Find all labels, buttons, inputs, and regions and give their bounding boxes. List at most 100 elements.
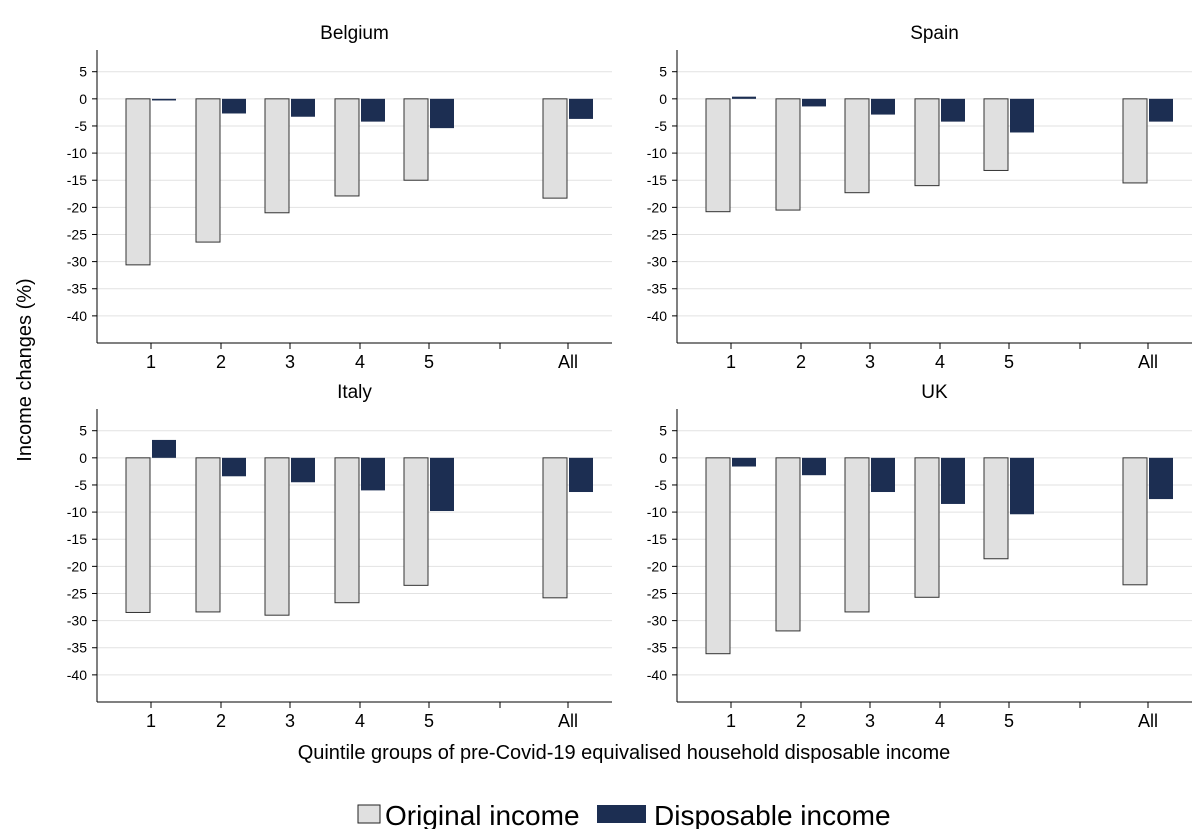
x-tick-label: 2 [216,352,226,372]
panel-belgium: Belgium 5 0 -5 -10 -15 -20 -25 -30 -35 -40 1 2 3 4 5 All [67,23,612,372]
bar-disposable-4 [361,457,385,491]
x-tick-label: 5 [1004,711,1014,731]
x-tick-label: 3 [285,352,295,372]
y-tick-label: -35 [67,640,87,656]
y-tick-label: 0 [79,450,87,466]
legend: Original income Disposable income [357,800,891,829]
x-tick-label: 3 [865,711,875,731]
bar-disposable-All [569,98,593,119]
y-tick-label: 5 [79,64,87,80]
y-tick-label: 0 [659,91,667,107]
y-tick-label: -5 [655,118,668,134]
y-tick-label: -25 [67,585,87,601]
x-tick-label: 5 [424,352,434,372]
bar-disposable-3 [871,98,895,115]
bar-original-3 [264,98,290,214]
panel-spain: Spain 5 0 -5 -10 -15 -20 -25 -30 -35 -40 1 2 3 4 5 All [647,23,1192,372]
bar-disposable-2 [802,98,826,107]
bar-original-All [542,98,568,199]
y-tick-label: -40 [647,308,667,324]
x-tick-label: 2 [796,352,806,372]
y-tick-label: -30 [647,254,667,270]
x-tick-label: 1 [726,352,736,372]
x-tick-label: 3 [865,352,875,372]
bar-disposable-1 [152,439,176,458]
x-tick-label: All [558,711,578,731]
bar-original-1 [125,457,151,613]
legend-label-disposable: Disposable income [654,800,891,829]
bar-original-3 [844,98,870,194]
y-tick-label: -20 [67,558,87,574]
bar-original-5 [403,457,429,586]
bar-original-All [1122,457,1148,586]
bar-original-4 [914,98,940,187]
panel-italy: Italy 5 0 -5 -10 -15 -20 -25 -30 -35 -40 1 2 3 4 5 All [67,382,612,731]
x-axis-label: Quintile groups of pre-Covid-19 equivali… [298,742,951,764]
chart-panels: Belgium 5 0 -5 -10 -15 -20 -25 -30 -35 -40 1 2 3 4 5 All… [67,23,1192,731]
x-tick-label: 4 [355,711,365,731]
legend-label-original: Original income [385,800,580,829]
legend-swatch-original [357,804,381,824]
x-tick-label: 5 [1004,352,1014,372]
bar-disposable-4 [941,98,965,122]
bar-original-2 [195,98,221,243]
bar-original-1 [705,457,731,655]
x-tick-label: 2 [796,711,806,731]
x-tick-label: 2 [216,711,226,731]
y-tick-label: 5 [659,423,667,439]
y-tick-label: -35 [647,640,667,656]
x-tick-label: 1 [146,711,156,731]
y-tick-label: -15 [67,172,87,188]
x-tick-label: All [558,352,578,372]
bar-disposable-2 [222,457,246,477]
bar-disposable-All [1149,457,1173,500]
bar-original-4 [334,98,360,197]
panel-title: UK [921,382,948,403]
x-tick-label: 1 [726,711,736,731]
y-tick-label: -30 [647,613,667,629]
x-tick-label: 3 [285,711,295,731]
panel-uk: UK 5 0 -5 -10 -15 -20 -25 -30 -35 -40 1 2 3 4 5 All [647,382,1192,731]
x-tick-label: 1 [146,352,156,372]
bar-disposable-3 [291,98,315,117]
y-tick-label: -15 [67,531,87,547]
bar-disposable-All [1149,98,1173,122]
y-tick-label: 0 [79,91,87,107]
y-tick-label: -40 [67,308,87,324]
bar-disposable-3 [291,457,315,483]
bar-original-3 [264,457,290,616]
y-tick-label: 5 [659,64,667,80]
y-tick-label: -10 [647,145,667,161]
bar-original-2 [775,457,801,632]
bar-original-1 [125,98,151,266]
bar-original-5 [983,98,1009,171]
x-tick-label: 4 [935,352,945,372]
y-tick-label: -25 [647,585,667,601]
y-tick-label: -20 [67,199,87,215]
bar-disposable-3 [871,457,895,493]
y-tick-label: -5 [655,477,668,493]
bar-original-2 [195,457,221,613]
panel-title: Spain [910,23,959,44]
bar-disposable-All [569,457,593,493]
x-tick-label: All [1138,352,1158,372]
bar-original-1 [705,98,731,213]
y-tick-label: -25 [647,226,667,242]
y-tick-label: -10 [67,504,87,520]
y-tick-label: -40 [647,667,667,683]
bar-original-All [542,457,568,599]
bar-original-All [1122,98,1148,184]
x-tick-label: 5 [424,711,434,731]
legend-swatch-disposable [597,805,646,823]
bar-disposable-5 [430,457,454,512]
y-tick-label: -35 [647,281,667,297]
bar-disposable-1 [152,98,176,101]
bar-original-4 [334,457,360,604]
x-tick-label: 4 [935,711,945,731]
y-axis-label: Income changes (%) [14,278,36,461]
bar-disposable-5 [430,98,454,129]
y-tick-label: 0 [659,450,667,466]
bar-disposable-4 [361,98,385,122]
y-tick-label: -40 [67,667,87,683]
y-tick-label: -30 [67,254,87,270]
